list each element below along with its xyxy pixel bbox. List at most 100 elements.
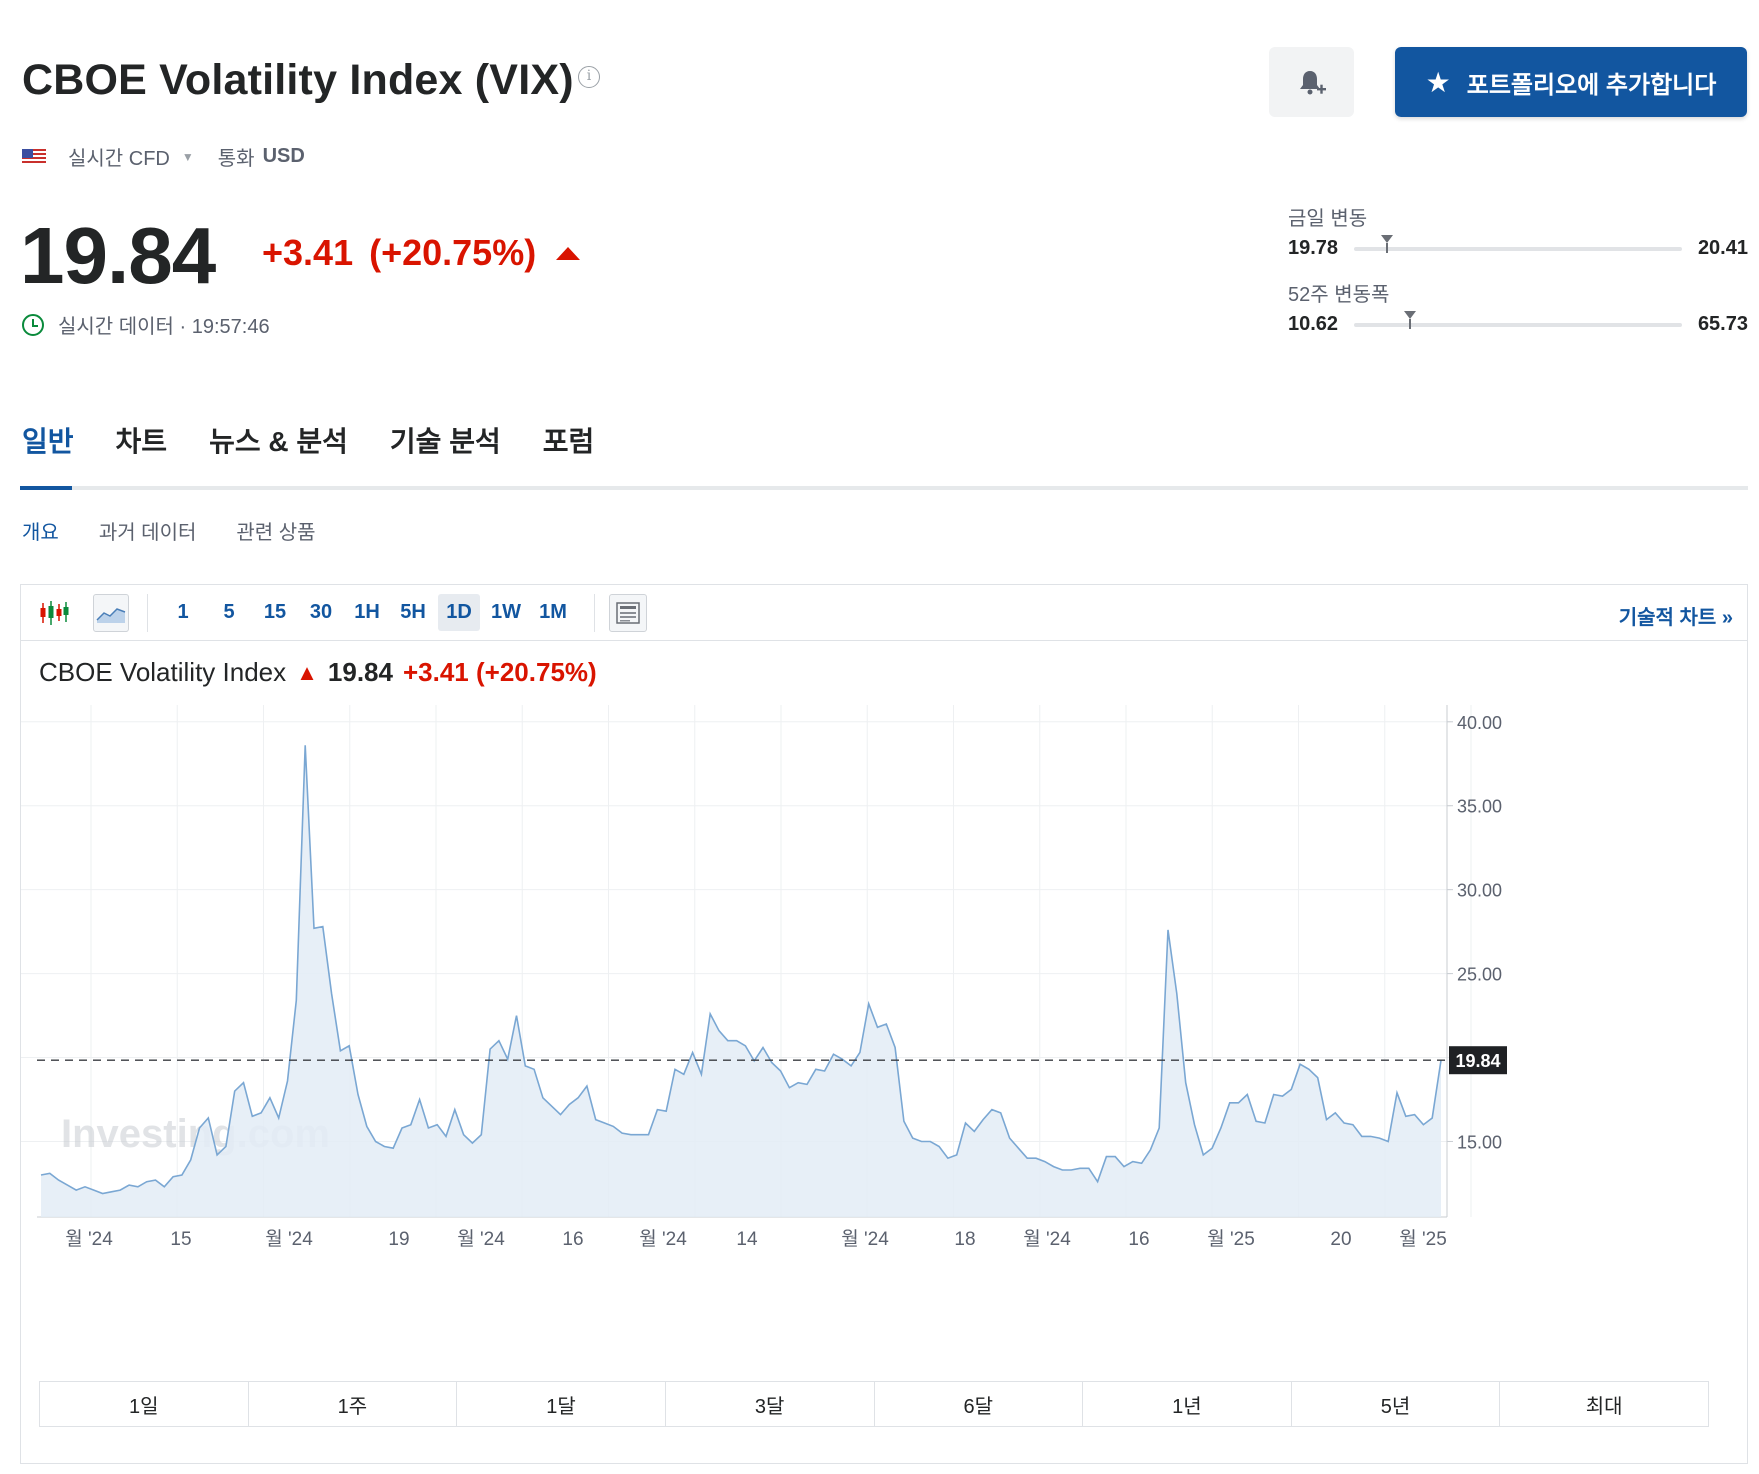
x-tick-label: 월 '24 (457, 1228, 505, 1250)
currency-value: USD (262, 145, 305, 167)
x-tick-label: 월 '24 (1023, 1228, 1071, 1250)
chart-panel: 1 5 15 30 1H 5H 1D 1W 1M 기술적 차트 » CBOE V… (20, 584, 1748, 1464)
tab-news-analysis[interactable]: 뉴스 & 분석 (209, 426, 348, 457)
day-range-low: 19.78 (1288, 237, 1339, 259)
year-range-track (1354, 310, 1682, 329)
add-alert-button[interactable] (1269, 47, 1354, 117)
x-tick-label: 16 (1128, 1229, 1149, 1250)
interval-1w[interactable]: 1W (491, 601, 521, 623)
day-range-track (1354, 234, 1682, 253)
currency-label: 통화 (217, 148, 255, 170)
year-range-marker (1403, 310, 1416, 329)
range-1y-button[interactable]: 1년 (1083, 1382, 1292, 1426)
y-tick-label: 15.00 (1457, 1132, 1502, 1152)
x-tick-label: 19 (388, 1229, 409, 1250)
chart-instrument-name: CBOE Volatility Index (39, 657, 287, 687)
price-line (40, 745, 1442, 1195)
range-6m-button[interactable]: 6달 (875, 1382, 1084, 1426)
price-change: +3.41 (+20.75%) (262, 232, 581, 274)
news-layout-icon[interactable] (609, 593, 647, 632)
interval-1[interactable]: 1 (177, 601, 189, 623)
x-tick-label: 월 '25 (1207, 1228, 1255, 1250)
interval-1h[interactable]: 1H (354, 601, 380, 623)
interval-5[interactable]: 5 (223, 601, 235, 623)
main-tabs: 일반 차트 뉴스 & 분석 기술 분석 포럼 (22, 420, 594, 482)
change-value: +3.41 (262, 232, 354, 273)
area-chart-icon[interactable] (93, 593, 129, 632)
tab-forum[interactable]: 포럼 (542, 426, 595, 457)
range-max-button[interactable]: 최대 (1585, 1395, 1623, 1418)
instrument-meta: 실시간 CFD ▼ 통화 USD (22, 142, 305, 171)
last-price: 19.84 (20, 211, 216, 300)
day-range-marker (1380, 234, 1393, 253)
active-tab-indicator (20, 486, 72, 490)
sub-tabs: 개요 과거 데이터 관련 상품 (22, 516, 316, 545)
up-arrow-icon: ▲ (296, 659, 318, 685)
range-5y-button[interactable]: 5년 (1292, 1382, 1501, 1426)
year-range-low: 10.62 (1288, 313, 1339, 335)
interval-5h[interactable]: 5H (400, 601, 426, 623)
y-tick-label: 25.00 (1457, 965, 1502, 985)
realtime-status: 실시간 데이터 · 19:57:46 (22, 310, 270, 339)
y-tick-label: 30.00 (1457, 881, 1502, 901)
time-range-selector: 1일 1주 1달 3달 6달 1년 5년 최대 (39, 1381, 1709, 1427)
range-1m-button[interactable]: 1달 (457, 1382, 666, 1426)
x-tick-label: 월 '24 (639, 1228, 687, 1250)
subtab-overview[interactable]: 개요 (22, 522, 59, 544)
x-tick-label: 20 (1330, 1229, 1351, 1250)
y-tick-label: 40.00 (1457, 713, 1502, 733)
interval-30[interactable]: 30 (309, 601, 333, 623)
tab-general[interactable]: 일반 (22, 426, 74, 457)
market-type-label[interactable]: 실시간 CFD (68, 148, 170, 170)
x-tick-label: 월 '24 (265, 1228, 313, 1250)
current-price-label: 19.84 (1455, 1051, 1500, 1071)
up-arrow-icon (556, 246, 581, 260)
chart-price: 19.84 (327, 657, 393, 687)
range-1w-button[interactable]: 1주 (249, 1382, 458, 1426)
year-range-label: 52주 변동폭 (1288, 284, 1390, 306)
info-icon[interactable]: i (578, 66, 600, 88)
toolbar-divider (147, 593, 148, 632)
day-range-high: 20.41 (1697, 237, 1748, 259)
add-to-portfolio-label: 포트폴리오에 추가합니다 (1466, 71, 1717, 99)
day-range-label: 금일 변동 (1288, 208, 1368, 230)
page-title: CBOE Volatility Index (VIX) (22, 56, 574, 104)
x-tick-label: 18 (954, 1229, 975, 1250)
tab-chart[interactable]: 차트 (115, 426, 168, 457)
current-price-tag (1449, 1046, 1507, 1075)
y-tick-label: 35.00 (1457, 797, 1502, 817)
range-1d-button[interactable]: 1일 (40, 1382, 249, 1426)
us-flag-icon (22, 148, 46, 165)
range-3m-button[interactable]: 3달 (666, 1382, 875, 1426)
x-tick-label: 월 '24 (65, 1228, 113, 1250)
price-chart[interactable]: Investing.com19.8440.0035.0030.0025.0015… (21, 705, 1747, 1305)
star-icon: ★ (1425, 66, 1451, 98)
subtab-related-products[interactable]: 관련 상품 (236, 522, 316, 544)
chart-toolbar: 1 5 15 30 1H 5H 1D 1W 1M 기술적 차트 » (21, 585, 1747, 641)
candlestick-icon[interactable] (35, 594, 73, 632)
technical-chart-link[interactable]: 기술적 차트 » (1618, 607, 1733, 629)
toolbar-divider (594, 593, 595, 632)
chart-change: +3.41 (+20.75%) (402, 657, 597, 687)
interval-15[interactable]: 15 (263, 601, 287, 623)
interval-1d[interactable]: 1D (438, 594, 480, 631)
year-range: 52주 변동폭 10.62 65.73 (1288, 278, 1748, 336)
chevron-down-icon[interactable]: ▼ (181, 149, 194, 164)
change-percent: (+20.75%) (369, 232, 537, 273)
tab-technical-analysis[interactable]: 기술 분석 (389, 426, 501, 457)
area-fill (41, 745, 1441, 1217)
year-range-high: 65.73 (1697, 313, 1748, 335)
subtab-historical-data[interactable]: 과거 데이터 (98, 522, 197, 544)
tabs-divider (20, 486, 1748, 490)
add-to-portfolio-button[interactable]: ★ 포트폴리오에 추가합니다 (1395, 47, 1747, 117)
realtime-label: 실시간 데이터 · 19:57:46 (58, 316, 270, 338)
x-tick-label: 월 '25 (1399, 1228, 1447, 1250)
day-range: 금일 변동 19.78 20.41 (1288, 202, 1748, 260)
interval-1m[interactable]: 1M (539, 601, 567, 623)
x-tick-label: 월 '24 (841, 1228, 889, 1250)
x-tick-label: 15 (170, 1229, 191, 1250)
bell-plus-icon (1299, 71, 1326, 95)
clock-icon (22, 313, 44, 336)
chart-caption: CBOE Volatility Index ▲ 19.84 +3.41 (+20… (39, 657, 597, 688)
x-tick-label: 14 (736, 1229, 758, 1250)
